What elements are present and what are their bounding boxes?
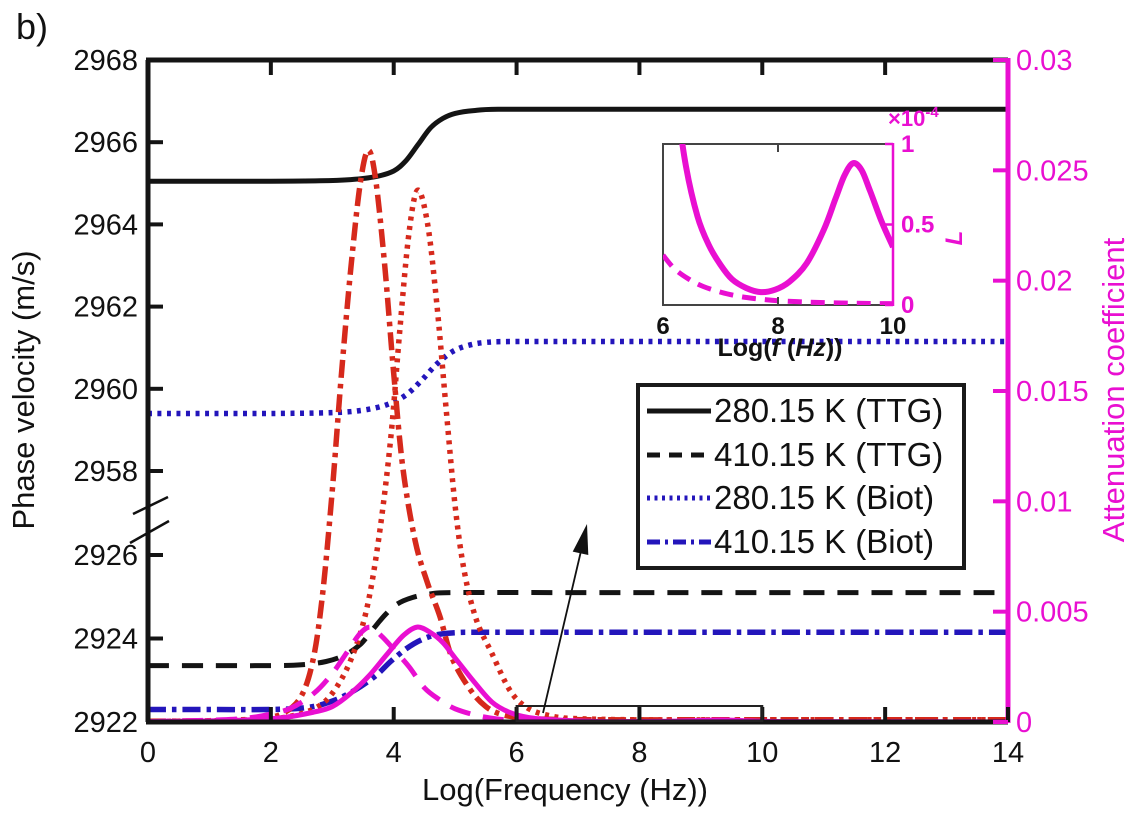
y-left-tick-label: 2964 <box>73 209 138 241</box>
x-tick-label: 2 <box>263 737 279 769</box>
legend-line-sample-solid <box>647 408 711 414</box>
y-right-axis-title: Attenuation coefficient <box>1096 237 1131 542</box>
x-tick-label: 10 <box>746 737 778 769</box>
y-left-tick-label: 2962 <box>73 292 138 324</box>
inset-xlabel-part: Hz <box>795 334 826 362</box>
inset-xlabel-part: ( <box>779 334 796 362</box>
inset-xlabel-part: Log( <box>717 334 772 362</box>
curve-410-15-k-biot-phase-velocity <box>148 629 1008 713</box>
legend-item: 280.15 K (TTG) <box>640 389 962 433</box>
legend-box: 280.15 K (TTG) 410.15 K (TTG) 280.15 K (Bi… <box>636 383 966 570</box>
legend-line-sample-dotted <box>647 495 711 501</box>
y-left-tick-label: 2960 <box>73 374 138 406</box>
inset-x-tick-label: 6 <box>656 313 669 340</box>
legend-item: 410.15 K (Biot) <box>640 520 962 564</box>
y-right-tick-label: 0.025 <box>1016 155 1089 187</box>
legend-item-label: 410.15 K (TTG) <box>714 435 944 473</box>
legend-item: 280.15 K (Biot) <box>640 477 962 521</box>
x-tick-label: 4 <box>386 737 402 769</box>
x-tick-label: 14 <box>992 737 1024 769</box>
inset-y-tick-label: 0 <box>901 292 914 319</box>
inset-y-axis-title: L <box>941 231 968 246</box>
y-right-tick-label: 0 <box>1016 707 1032 739</box>
zoom-region-rectangle <box>515 705 764 722</box>
arrow-line <box>542 550 582 714</box>
inset-y-tick-label: 1 <box>901 131 914 158</box>
x-tick-label: 0 <box>140 737 156 769</box>
curve-410-15-k-ttg-phase-velocity <box>148 590 1008 669</box>
arrow-head-icon <box>572 524 589 555</box>
x-tick-label: 6 <box>509 737 525 769</box>
legend-item-label: 410.15 K (Biot) <box>714 523 935 561</box>
x-tick-label: 8 <box>631 737 647 769</box>
inset-xlabel: Log(f (Hz)) <box>650 334 910 363</box>
y-left-tick-label: 2966 <box>73 127 138 159</box>
y-left-tick-label: 2958 <box>73 456 138 488</box>
axis-break-slash <box>132 495 169 516</box>
y-left-axis-title: Phase velocity (m/s) <box>6 250 41 529</box>
y-right-tick-label: 0.01 <box>1016 486 1072 518</box>
axis-break-slash <box>129 519 170 545</box>
x-axis-title: Log(Frequency (Hz)) <box>422 772 708 807</box>
panel-label: b) <box>16 6 49 47</box>
curve-280-15-k-ttg-phase-velocity <box>148 106 1008 184</box>
x-tick-label: 12 <box>869 737 901 769</box>
y-left-tick-label: 2926 <box>73 540 138 572</box>
legend-item-label: 280.15 K (Biot) <box>714 479 935 517</box>
inset-y-tick-label: 0.5 <box>901 212 934 239</box>
inset-curve-dashed <box>663 253 893 305</box>
y-left-tick-label: 2924 <box>73 624 138 656</box>
inset-x-tick-label: 10 <box>880 313 907 340</box>
y-right-tick-label: 0.03 <box>1016 45 1072 77</box>
inset-curve-solid <box>679 144 893 296</box>
legend-item-label: 280.15 K (TTG) <box>714 391 944 429</box>
inset-x-tick-label: 8 <box>771 313 784 340</box>
y-right-tick-label: 0.015 <box>1016 376 1089 408</box>
y-right-tick-label: 0.02 <box>1016 266 1072 298</box>
y-left-tick-label: 2968 <box>73 45 138 77</box>
legend-line-sample-dashed <box>647 452 711 458</box>
inset-exponent-label: ×10-4 <box>888 104 939 131</box>
inset-xlabel-part: )) <box>825 334 843 362</box>
curve-280-15-k-biot-phase-velocity <box>148 338 1008 417</box>
inset-xlabel-part: f <box>771 334 780 362</box>
legend-line-sample-dashdot <box>647 539 711 545</box>
y-left-tick-label: 2922 <box>73 707 138 739</box>
y-right-tick-label: 0.005 <box>1016 597 1089 629</box>
legend-item: 410.15 K (TTG) <box>640 433 962 477</box>
